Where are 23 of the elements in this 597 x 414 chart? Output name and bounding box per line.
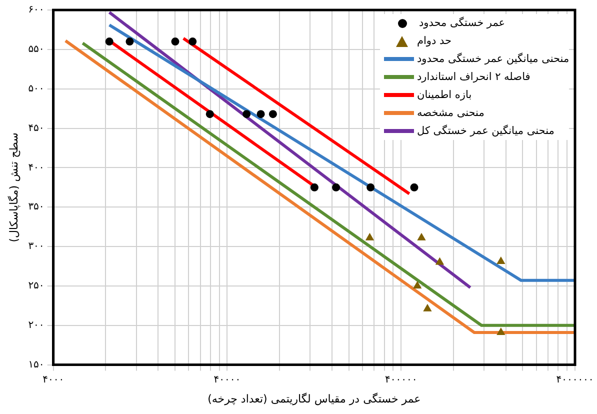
legend-label: عمر خستگی محدود (419, 17, 506, 29)
y-tick-label: ۴۵۰ (28, 122, 44, 134)
legend-label: فاصله ۲ انحراف استاندارد (417, 71, 530, 83)
legend-label: بازه اطمینان (417, 89, 472, 101)
y-tick-label: ۵۵۰ (28, 44, 44, 56)
y-tick-label: ۳۵۰ (28, 202, 44, 213)
x-tick-label: ۴۰۰۰۰۰۰ (556, 374, 594, 386)
x-axis-title: عمر خستگی در مقیاس لگاریتمی (تعداد چرخه) (208, 392, 421, 406)
legend-label: حد دوام (417, 35, 452, 47)
y-tick-label: ۱۵۰ (28, 359, 44, 370)
y-tick-label: ۴۰۰ (28, 162, 44, 174)
x-tick-label: ۴۰۰۰۰۰ (384, 374, 418, 386)
legend-label: منحنی میانگین عمر خستگی کل (417, 125, 554, 137)
y-tick-label: ۶۰۰ (28, 4, 44, 16)
y-tick-label: ۳۰۰ (28, 241, 44, 252)
y-tick-label: ۵۰۰ (28, 83, 44, 94)
y-axis-title: سطح تنش (مگاپاسکال) (7, 132, 20, 242)
y-tick-label: ۲۵۰ (28, 280, 44, 292)
legend-label: منحنی میانگین عمر خستگی محدود (417, 53, 570, 65)
y-tick-label: ۲۰۰ (28, 320, 44, 331)
x-tick-label: ۴۰۰۰ (42, 374, 64, 386)
x-tick-label: ۴۰۰۰۰ (214, 374, 241, 386)
legend-label: منحنی مشخصه (417, 107, 484, 119)
